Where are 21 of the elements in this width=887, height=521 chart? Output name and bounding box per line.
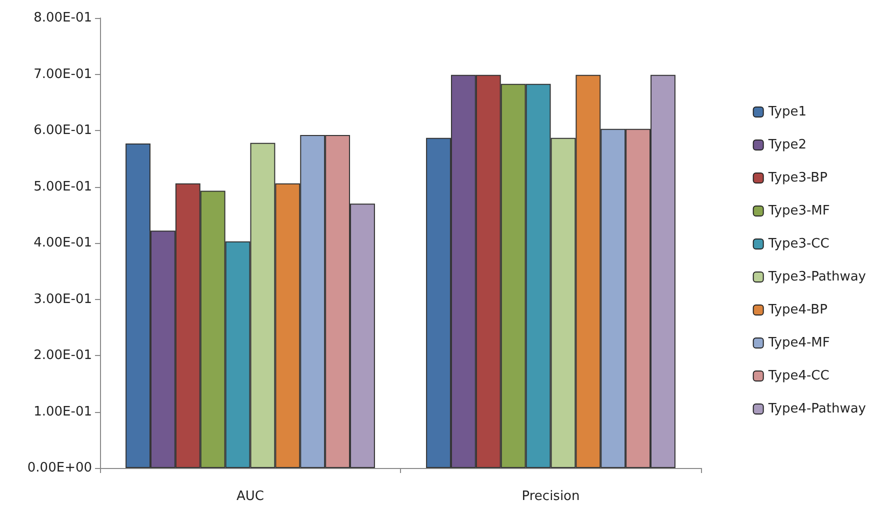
legend-label: Type3-Pathway	[767, 270, 866, 284]
legend-label: Type3-BP	[767, 170, 828, 186]
y-tick-label: 5.00E-01	[34, 179, 92, 194]
legend-label: Type3-MF	[767, 204, 830, 218]
y-tick-label: 6.00E-01	[34, 123, 92, 138]
legend-label: Type1	[767, 104, 806, 120]
y-tick-label: 2.00E-01	[34, 348, 92, 363]
y-tick-label: 0.00E+00	[27, 460, 92, 476]
x-tick-label: Precision	[522, 489, 580, 504]
y-tick-label: 3.00E-01	[34, 292, 92, 307]
y-tick-label: 4.00E-01	[34, 236, 92, 250]
legend-label: Type4-BP	[767, 302, 828, 318]
y-tick-label: 7.00E-01	[34, 66, 92, 82]
y-tick-label: 8.00E-01	[34, 10, 92, 26]
y-tick-label: 1.00E-01	[34, 404, 92, 420]
legend-label: Type3-CC	[767, 236, 830, 252]
legend-label: Type2	[767, 138, 806, 152]
x-tick-label: AUC	[236, 489, 264, 504]
legend-label: Type4-MF	[767, 336, 830, 350]
legend-label: Type4-Pathway	[767, 402, 866, 416]
legend-label: Type4-CC	[767, 368, 830, 384]
